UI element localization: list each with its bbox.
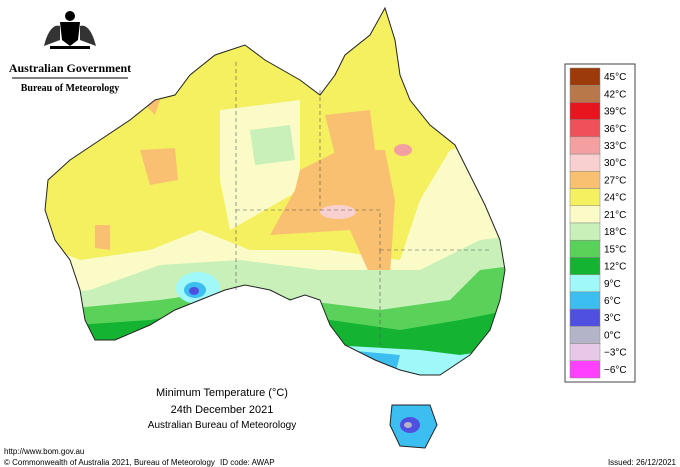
legend-label: 24°C <box>604 193 626 204</box>
map-source: Australian Bureau of Meteorology <box>148 420 296 431</box>
legend-label: 42°C <box>604 89 626 100</box>
government-name: Australian Government <box>9 61 131 75</box>
legend-label: 21°C <box>604 210 626 221</box>
map-date: 24th December 2021 <box>171 404 274 416</box>
legend-swatch <box>569 257 601 275</box>
legend-label: 27°C <box>604 175 626 186</box>
legend-label: 36°C <box>604 124 626 135</box>
legend-label: −6°C <box>604 365 627 376</box>
bureau-name: Bureau of Meteorology <box>21 83 120 94</box>
legend-swatch <box>569 84 601 103</box>
legend-swatch <box>569 102 601 120</box>
legend-swatch <box>569 153 601 172</box>
issued-date: Issued: 26/12/2021 <box>608 458 677 467</box>
url: http://www.bom.gov.au <box>4 447 84 456</box>
legend-swatch <box>569 119 601 138</box>
legend-label: 39°C <box>604 107 626 118</box>
legend-label: 18°C <box>604 227 626 238</box>
legend-label: 3°C <box>604 313 621 324</box>
coat-of-arms <box>44 11 96 49</box>
legend-label: 12°C <box>604 262 626 273</box>
legend-swatch <box>569 67 601 86</box>
id-code: ID code: AWAP <box>220 458 275 467</box>
legend-swatch <box>569 222 601 241</box>
legend-swatch <box>569 360 601 379</box>
legend-label: 45°C <box>604 72 626 83</box>
map-title: Minimum Temperature (°C) <box>156 387 288 399</box>
legend-label: −3°C <box>604 348 627 359</box>
legend-swatch <box>569 274 601 293</box>
legend-label: 33°C <box>604 141 626 152</box>
legend-label: 15°C <box>604 244 626 255</box>
legend-label: 6°C <box>604 296 621 307</box>
legend-swatch <box>569 239 601 258</box>
legend-swatch <box>569 188 601 207</box>
legend-label: 0°C <box>604 330 621 341</box>
legend-swatch <box>569 343 601 362</box>
legend-label: 30°C <box>604 158 626 169</box>
legend-label: 9°C <box>604 279 621 290</box>
legend-swatch <box>569 171 601 189</box>
legend-swatch <box>569 291 601 310</box>
copyright: © Commonwealth of Australia 2021, Bureau… <box>4 458 215 467</box>
legend-swatch <box>569 308 601 327</box>
legend: 45°C 42°C 39°C 36°C 33°C 30°C 27°C 24°C 21°C 18°C… <box>569 67 627 379</box>
coastline <box>44 6 506 449</box>
legend-swatch <box>569 205 601 224</box>
state-borders <box>235 62 490 345</box>
legend-swatch <box>569 136 601 155</box>
legend-swatch <box>569 326 601 344</box>
